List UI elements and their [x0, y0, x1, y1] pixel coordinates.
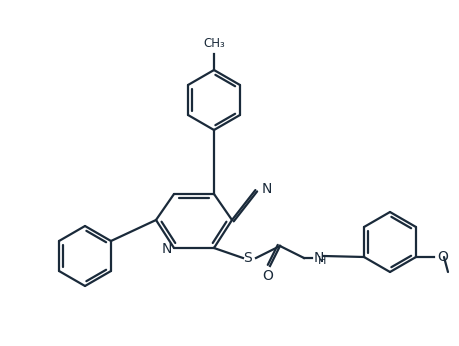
Text: O: O: [262, 269, 273, 283]
Text: CH₃: CH₃: [203, 37, 224, 50]
Text: S: S: [243, 251, 252, 265]
Text: N: N: [313, 251, 324, 265]
Text: N: N: [162, 242, 172, 256]
Text: H: H: [317, 256, 326, 266]
Text: N: N: [261, 182, 271, 197]
Text: O: O: [436, 250, 447, 264]
